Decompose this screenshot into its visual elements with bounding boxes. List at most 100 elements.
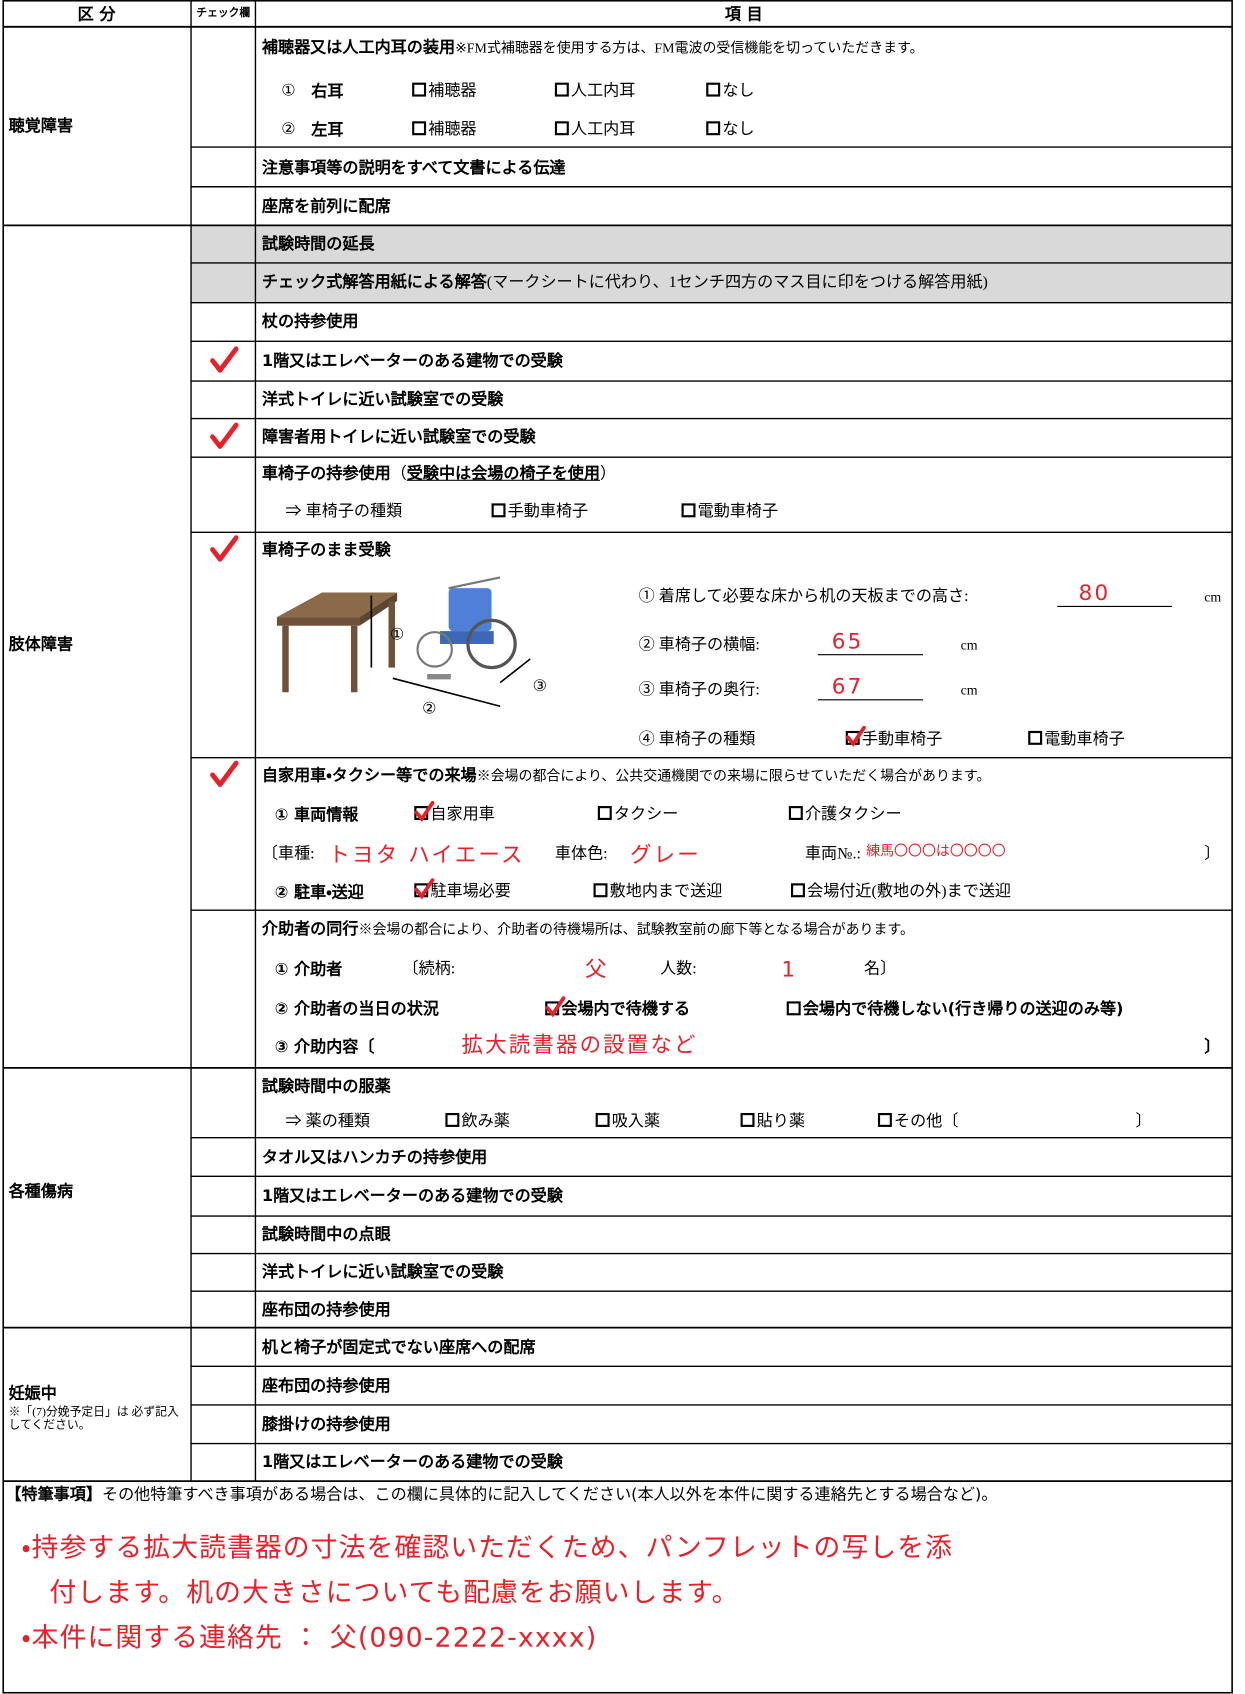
option-label: なし [722,121,755,139]
checkbox-option: 会場内で待機しない(行き帰りの送迎のみ等) [786,999,1124,1019]
text: チェック式解答用紙による解答 [261,272,487,292]
option-label: タクシー [613,806,679,824]
text: 妊娠中 [8,1383,57,1403]
checkbox-option: 電動車椅子 [681,502,778,521]
checkbox [786,1001,801,1016]
text: 障害者用トイレに近い試験室での受験 [261,427,536,447]
text: 車椅子のまま受験 [261,539,391,560]
table-top [276,592,398,618]
checkbox-option: タクシー [597,805,679,824]
text: ① 車両情報 [274,804,359,825]
text: ① [281,82,296,100]
checkbox [414,878,435,900]
check-column-mark [210,422,239,449]
text: ・本件に関する連絡先 ： 父(090-2222-xxxx) [21,1621,598,1653]
text-line: 試験時間の延長 [262,234,375,253]
option-label: 敷地内まで送迎 [609,883,723,901]
checkbox [593,883,608,898]
text: 1 [781,956,798,983]
text-line: 障害者用トイレに近い試験室での受験 [262,427,536,446]
checkbox-option: 敷地内まで送迎 [593,882,723,901]
text: 項 目 [724,4,763,24]
text: チェック欄 [196,7,251,20]
checkbox-option: 自家用車 [414,800,495,824]
checkbox [791,883,805,898]
text: 65 [831,627,864,654]
text: ※会場の都合により、介助者の待機場所は、試験教室前の廊下等となる場合があります。 [358,920,914,937]
text: 洋式トイレに近い試験室での受験 [261,1262,504,1282]
text: ） [600,463,617,483]
text: トヨタ ハイエース [328,841,525,868]
checked-mark [414,800,435,823]
text: ※「(7)分娩予定日」は 必ず記入してください。 [8,1405,179,1432]
text: ① 介助者 [274,959,343,979]
checkbox-option: 手動車椅子 [491,502,588,521]
text: 右耳 [311,81,344,101]
text: 〕 [1135,1112,1152,1131]
text: ① [389,626,405,644]
text: 車椅子の持参使用 [261,463,391,483]
checkbox [412,121,427,136]
checkbox [845,725,866,747]
check-stroke [545,996,566,1018]
text: 洋式トイレに近い試験室での受験 [261,389,504,409]
text: ① 着席して必要な床から机の天板までの高さ: [638,588,969,606]
checkbox-option: 電動車椅子 [1028,730,1125,749]
text: 1階又はエレベーターのある建物での受験 [261,350,563,371]
checkbox-option: 貼り薬 [740,1112,805,1131]
checkbox-option: その他〔 [877,1112,958,1131]
text: ・持参する拡大読書器の寸法を確認いただくため、パンフレットの写しを添 [21,1531,954,1563]
wheelchair-wheel [466,618,517,670]
checkbox-option: 飲み薬 [445,1112,510,1131]
text: 67 [831,672,864,699]
option-label: 介護タクシー [804,806,902,824]
text-line: 洋式トイレに近い試験室での受験 [262,390,504,409]
checkbox [414,800,435,823]
text-line: 杖の持参使用 [262,311,359,330]
checkbox-option: 駐車場必要 [414,878,511,901]
table-front [276,617,360,626]
text: 〕 [1204,1036,1221,1057]
check-column-mark [210,760,239,787]
text-line: 車椅子の持参使用（受験中は会場の椅子を使用） [262,464,616,483]
text: その他特筆すべき事項がある場合は、この欄に具体的に記入してください(本人以外を本… [101,1484,998,1504]
text-line: チェック式解答用紙による解答(マークシートに代わり、1センチ四方のマス目に印をつ… [262,272,988,292]
checkbox-option: 手動車椅子 [845,725,943,749]
option-label: 手動車椅子 [861,730,943,749]
option-label: 駐車場必要 [430,883,511,901]
text: 名〕 [863,960,897,978]
text: 1階又はエレベーターのある建物での受験 [261,1185,563,1206]
checkbox-option: 補聴器 [412,120,477,139]
checkbox [554,121,569,136]
text: グレー [630,841,701,868]
text: 肢体障害 [8,634,73,654]
text: ③ 車椅子の奥行: [638,681,760,699]
text: 聴覚障害 [8,115,73,136]
text: ⇒ 薬の種類 [285,1112,371,1131]
text: 座布団の持参使用 [261,1375,391,1396]
checkbox [877,1112,892,1127]
text: 車両№.: [804,845,862,863]
text-line: 補聴器又は人工内耳の装用※FM式補聴器を使用する方は、FM電波の受信機能を切って… [262,38,924,57]
option-label: 飲み薬 [461,1112,510,1131]
check-column-mark [210,535,239,562]
text: ③ 介助内容〔 [274,1036,375,1057]
text: cm [960,636,978,653]
table-side [359,592,398,626]
text: 試験時間の延長 [261,233,375,254]
text: ② 介助者の当日の状況 [274,999,439,1019]
dimension-arrow [392,677,501,707]
checkbox-option: 補聴器 [412,82,477,101]
checkbox-option: 人工内耳 [554,82,635,101]
text: 【特筆事項】 [5,1484,102,1504]
text: 杖の持参使用 [261,311,359,331]
wheelchair-seat [440,631,494,644]
checkbox [788,806,803,820]
text: 各種傷病 [8,1181,73,1202]
text: 膝掛けの持参使用 [261,1414,391,1434]
text: 区 分 [77,4,116,24]
option-label: 会場内で待機しない(行き帰りの送迎のみ等) [802,999,1124,1019]
wheelchair-frame [448,576,501,590]
text-line: 介助者の同行※会場の都合により、介助者の待機場所は、試験教室前の廊下等となる場合… [262,919,914,938]
